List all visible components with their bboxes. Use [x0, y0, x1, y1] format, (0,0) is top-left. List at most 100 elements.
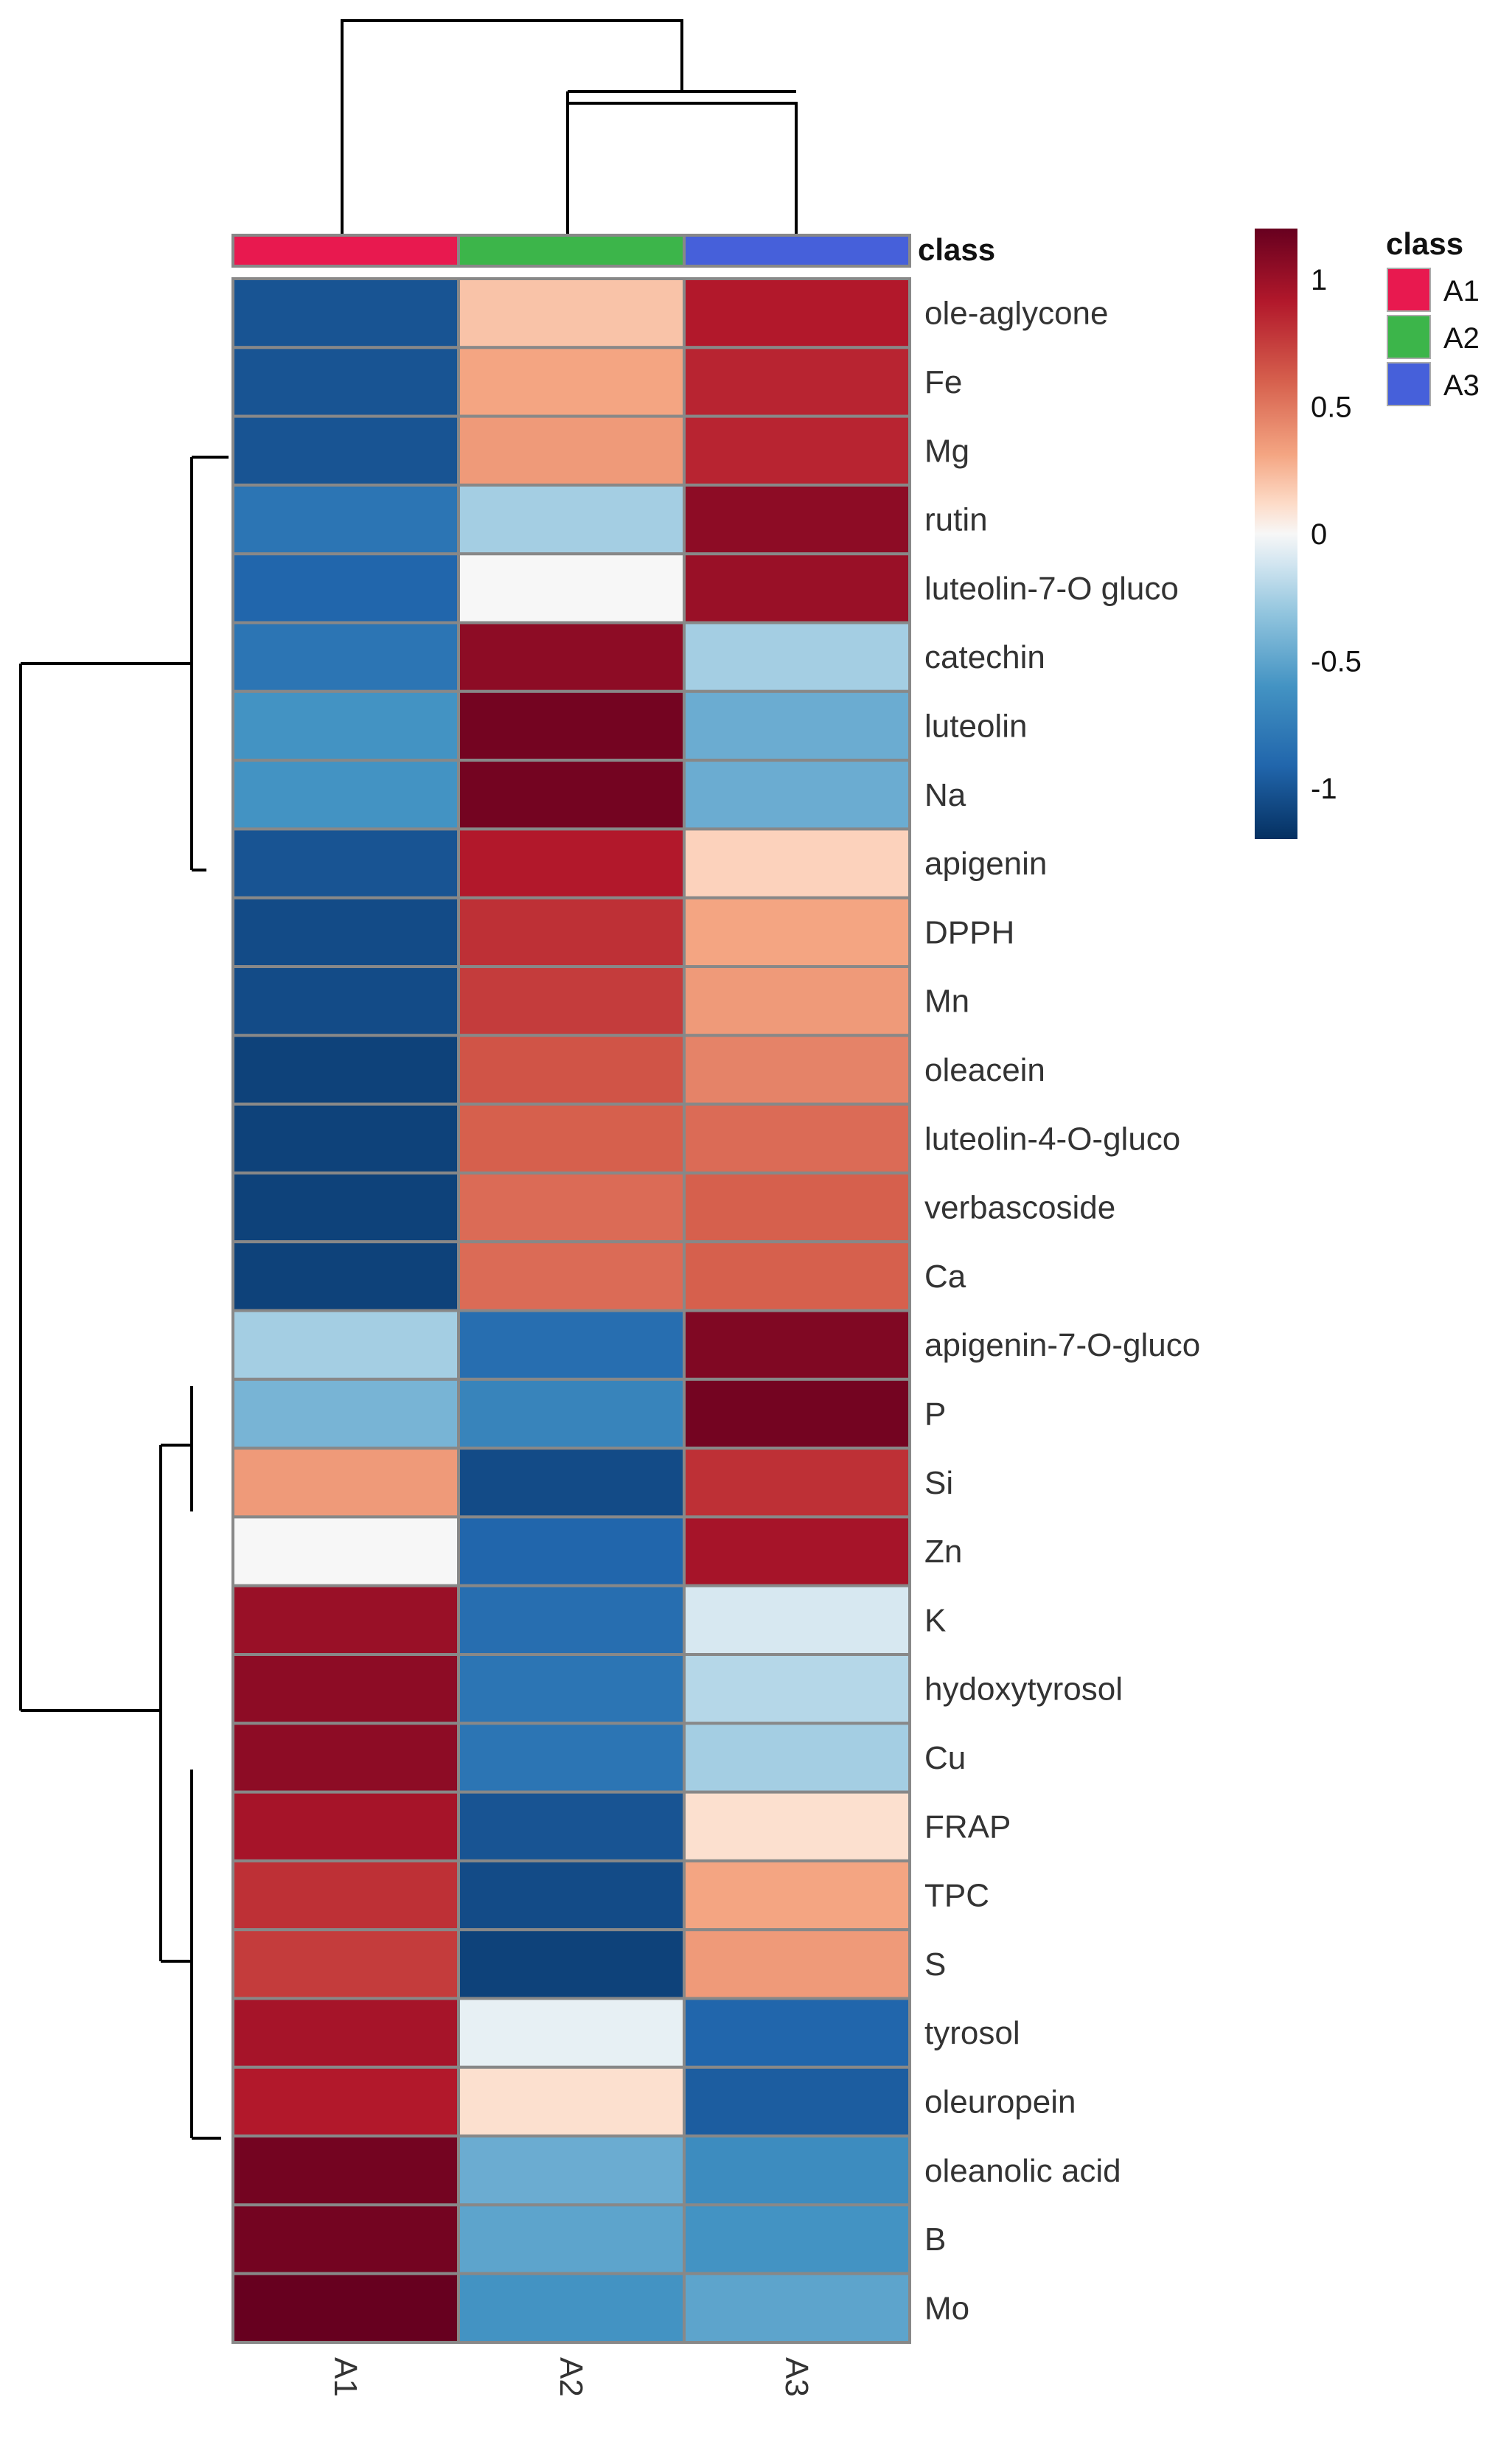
heatmap-cell	[231, 1928, 460, 2000]
heatmap-cell	[457, 1171, 686, 1244]
heatmap-cell	[457, 1928, 686, 2000]
row-label: P	[924, 1396, 946, 1432]
legend-label: A1	[1443, 275, 1480, 307]
heatmap-cell	[457, 2203, 686, 2275]
heatmap-cell	[231, 277, 460, 349]
heatmap-cell	[231, 2272, 460, 2344]
class-bar-segment	[683, 234, 911, 268]
heatmap-cell	[231, 1997, 460, 2069]
heatmap-cell	[457, 827, 686, 900]
heatmap-cell	[457, 483, 686, 556]
heatmap-cell	[457, 896, 686, 968]
legend-swatch	[1387, 315, 1431, 359]
heatmap-cell	[457, 759, 686, 831]
colorbar-tick-label: 1	[1311, 264, 1327, 296]
class-legend: class A1 A2 A3	[1386, 226, 1480, 406]
row-labels: ole-aglycone Fe Mg rutin luteolin-7-O gluco c…	[924, 296, 1200, 2327]
heatmap-cell	[231, 1034, 460, 1106]
row-label: hydoxytyrosol	[924, 1671, 1123, 1708]
column-label: A3	[778, 2357, 815, 2397]
heatmap-cell	[683, 2272, 911, 2344]
legend-title: class	[1386, 226, 1463, 261]
class-annotation-bar	[231, 234, 911, 268]
heatmap-cell	[231, 2203, 460, 2275]
heatmap-cell	[683, 1790, 911, 1862]
heatmap-cell	[457, 1034, 686, 1106]
column-label: A1	[327, 2357, 363, 2397]
heatmap-cell	[683, 1240, 911, 1312]
heatmap-cell	[683, 621, 911, 693]
heatmap-cell	[231, 346, 460, 418]
heatmap-cell	[683, 896, 911, 968]
heatmap-cell	[683, 1997, 911, 2069]
heatmap-cell	[231, 621, 460, 693]
legend-swatch	[1387, 268, 1431, 312]
heatmap-cell	[683, 1653, 911, 1725]
heatmap-cell	[683, 1584, 911, 1656]
heatmap-cell	[231, 2065, 460, 2138]
row-label: luteolin-4-O-gluco	[924, 1121, 1180, 1157]
heatmap-cell	[457, 1859, 686, 1932]
heatmap-cell	[457, 2272, 686, 2344]
row-label: Mg	[924, 433, 969, 469]
heatmap-cell	[457, 1377, 686, 1450]
row-label: Na	[924, 777, 966, 813]
heatmap-cell	[457, 277, 686, 349]
heatmap-cell	[457, 1653, 686, 1725]
heatmap-cell	[683, 965, 911, 1037]
row-label: verbascoside	[924, 1190, 1115, 1226]
heatmap-cell	[457, 1997, 686, 2069]
heatmap-cell	[683, 2065, 911, 2138]
heatmap-cell	[683, 552, 911, 624]
heatmap-cell	[457, 621, 686, 693]
heatmap-cell	[231, 965, 460, 1037]
colorbar: 1 0.5 0 -0.5 -1	[1255, 229, 1362, 839]
heatmap-cell	[683, 1309, 911, 1381]
heatmap-cell	[231, 1653, 460, 1725]
heatmap-cell	[683, 827, 911, 900]
heatmap-cell	[231, 1171, 460, 1244]
row-label: apigenin	[924, 846, 1047, 882]
heatmap-cell	[683, 1377, 911, 1450]
heatmap-cell	[683, 2203, 911, 2275]
row-label: oleuropein	[924, 2084, 1076, 2120]
heatmap-cell	[231, 1240, 460, 1312]
row-label: rutin	[924, 502, 988, 538]
heatmap-cell	[457, 1102, 686, 1175]
colorbar-tick-label: -1	[1311, 773, 1337, 805]
heatmap-cell	[231, 689, 460, 762]
heatmap-cell	[683, 346, 911, 418]
heatmap-cell	[683, 277, 911, 349]
row-label: Mo	[924, 2290, 969, 2326]
row-dendrogram	[19, 456, 229, 2140]
heatmap-cell	[457, 689, 686, 762]
heatmap-cell	[457, 414, 686, 487]
heatmap-cell	[683, 1515, 911, 1587]
column-labels: A1 A2 A3	[327, 2357, 815, 2397]
row-label: DPPH	[924, 914, 1014, 950]
row-label: K	[924, 1602, 946, 1638]
heatmap-cell	[231, 759, 460, 831]
heatmap-cell	[231, 2134, 460, 2207]
heatmap-cell	[457, 1515, 686, 1587]
heatmap-cell	[457, 346, 686, 418]
row-label: Ca	[924, 1259, 966, 1295]
heatmap-cell	[231, 552, 460, 624]
row-label: luteolin	[924, 708, 1027, 744]
row-label: Zn	[924, 1534, 962, 1570]
row-label: oleanolic acid	[924, 2153, 1121, 2189]
heatmap-cell	[683, 689, 911, 762]
row-label: ole-aglycone	[924, 296, 1109, 332]
heatmap-cell	[231, 1584, 460, 1656]
heatmap-cell	[683, 1447, 911, 1519]
heatmap-cell	[231, 1377, 460, 1450]
heatmap-cell	[683, 1859, 911, 1932]
heatmap-cell	[231, 1859, 460, 1932]
heatmap-cell	[457, 965, 686, 1037]
colorbar-gradient	[1255, 229, 1297, 839]
heatmap-cell	[231, 827, 460, 900]
heatmap-cell	[457, 2065, 686, 2138]
heatmap-cell	[231, 896, 460, 968]
heatmap-cell	[457, 1584, 686, 1656]
heatmap-cell	[683, 483, 911, 556]
